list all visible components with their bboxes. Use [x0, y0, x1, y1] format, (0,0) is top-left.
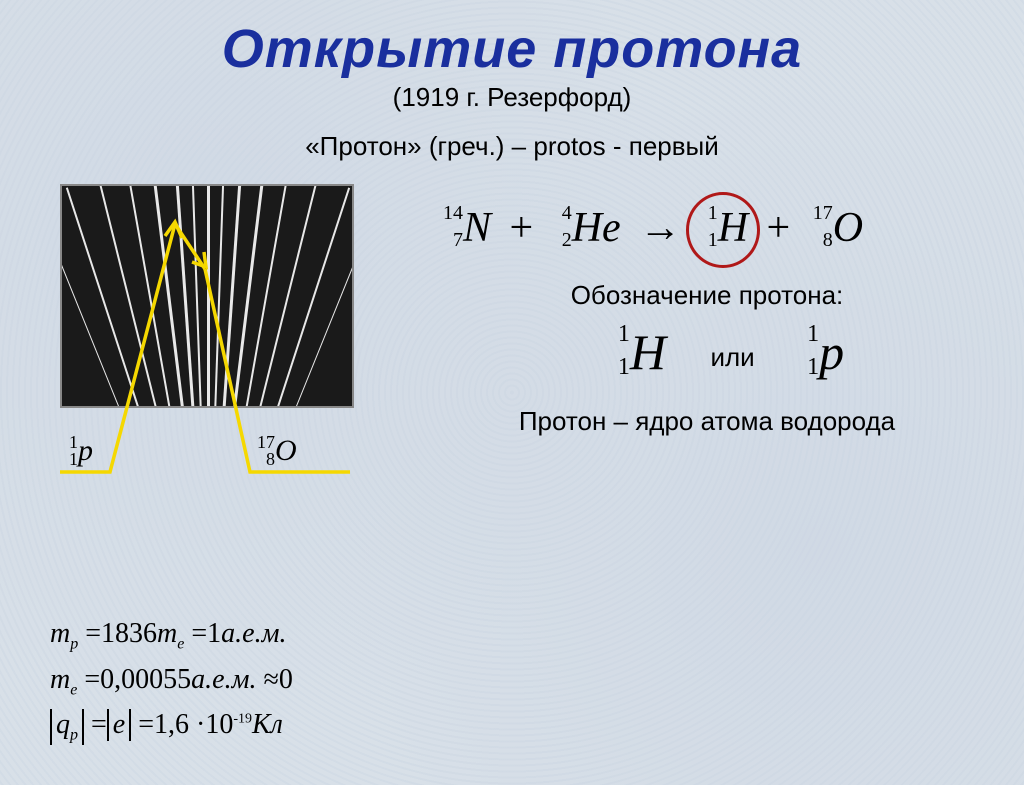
etymology: «Протон» (греч.) – protos - первый: [0, 131, 1024, 162]
nuclide-He: 4 2 He: [572, 204, 621, 252]
nuclide-p-notation: 1 1 p: [819, 323, 844, 381]
formula-mp: mp =1836me =1а.е.м.: [50, 618, 293, 654]
atomic-number: 1: [690, 229, 718, 252]
proton-notation: 1 1 H или 1 1 p: [470, 323, 984, 381]
left-column: 1 1 p 17 8 O: [40, 184, 400, 437]
right-column: 14 7 N + 4 2 He → 1 1 H + 17 8 O: [400, 184, 984, 437]
formulas-block: mp =1836me =1а.е.м. me =0,00055а.е.м. ≈0…: [50, 618, 293, 755]
formula-qp: qp =e =1,6 ·10-19Кл: [50, 709, 293, 745]
nuclear-equation: 14 7 N + 4 2 He → 1 1 H + 17 8 O: [435, 204, 984, 252]
page-title: Открытие протона: [0, 18, 1024, 80]
element-symbol: He: [572, 205, 621, 251]
nuclide-H: 1 1 H: [718, 204, 748, 252]
proton-description: Протон – ядро атома водорода: [430, 406, 984, 437]
or-text: или: [710, 342, 754, 372]
atomic-number: 7: [435, 229, 463, 252]
mass-number: 1: [791, 321, 819, 348]
atomic-number: 1: [69, 449, 78, 470]
notation-title: Обозначение протона:: [430, 280, 984, 311]
cloud-chamber-image: [60, 184, 354, 408]
element-symbol: p: [78, 434, 93, 467]
mass-number: 1: [602, 321, 630, 348]
element-symbol: N: [463, 205, 491, 251]
atomic-number: 1: [602, 354, 630, 381]
element-symbol: O: [833, 205, 863, 251]
mass-number: 4: [544, 202, 572, 225]
mass-number: 17: [805, 202, 833, 225]
element-symbol: p: [819, 324, 844, 380]
arrow-operator: →: [639, 205, 681, 251]
formula-me: me =0,00055а.е.м. ≈0: [50, 664, 293, 700]
label-proton: 1 1 p: [78, 434, 93, 468]
element-symbol: H: [630, 324, 666, 380]
atomic-number: 8: [266, 449, 275, 470]
element-symbol: O: [275, 434, 297, 467]
plus-operator: +: [510, 205, 534, 251]
atomic-number: 1: [791, 354, 819, 381]
label-oxygen: 17 8 O: [275, 434, 297, 468]
nuclide-H-notation: 1 1 H: [630, 323, 666, 381]
element-symbol: H: [718, 205, 748, 251]
atomic-number: 2: [544, 229, 572, 252]
nuclide-O: 17 8 O: [833, 204, 863, 252]
content-row: 1 1 p 17 8 O 14 7 N + 4 2 He → 1: [0, 184, 1024, 437]
nuclide-N: 14 7 N: [463, 204, 491, 252]
plus-operator: +: [767, 205, 791, 251]
subtitle: (1919 г. Резерфорд): [0, 82, 1024, 113]
mass-number: 1: [690, 202, 718, 225]
mass-number: 14: [435, 202, 463, 225]
atomic-number: 8: [805, 229, 833, 252]
